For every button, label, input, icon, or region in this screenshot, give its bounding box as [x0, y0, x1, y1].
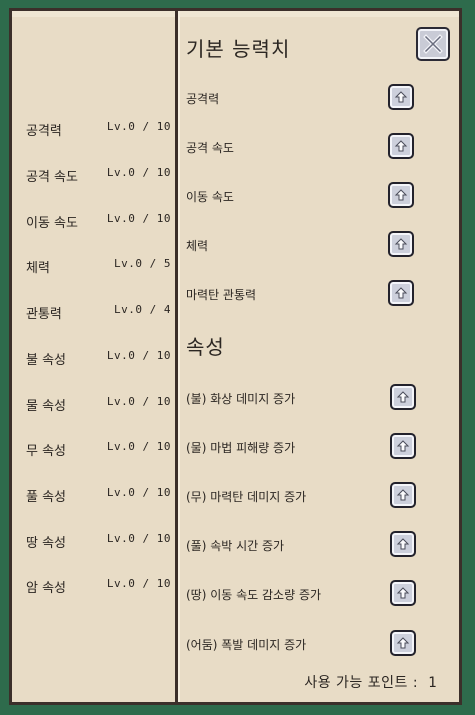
stat-level: Lv.0 / 10 [106, 486, 171, 499]
upgrade-button[interactable] [388, 182, 414, 208]
column-divider [175, 11, 178, 702]
stat-row-water: 물 속성 Lv.0 / 10 [12, 395, 175, 417]
upgrade-row-health: 체력 [186, 230, 456, 260]
stat-name: 이동 속도 [26, 216, 78, 231]
stat-level: Lv.0 / 10 [106, 440, 171, 453]
stat-name: 불 속성 [26, 353, 67, 368]
upgrade-label: 마력탄 관통력 [186, 288, 257, 302]
up-arrow-icon [396, 391, 410, 403]
up-arrow-icon [396, 440, 410, 452]
stat-name: 암 속성 [26, 581, 67, 596]
stat-level: Lv.0 / 10 [106, 120, 171, 133]
upgrade-label: 공격 속도 [186, 141, 234, 155]
upgrade-row-grass: (풀) 속박 시간 증가 [186, 530, 456, 560]
upgrade-row-water: (물) 마법 피해량 증가 [186, 432, 456, 462]
up-arrow-icon [394, 140, 408, 152]
stat-name: 관통력 [26, 307, 62, 322]
stat-row-health: 체력 Lv.0 / 5 [12, 257, 175, 279]
stat-name: 물 속성 [26, 399, 67, 414]
stats-panel: 공격력 Lv.0 / 10 공격 속도 Lv.0 / 10 이동 속도 Lv.0… [9, 8, 462, 705]
points-value: 1 [428, 675, 437, 691]
upgrade-label: 체력 [186, 239, 209, 253]
stat-row-attack: 공격력 Lv.0 / 10 [12, 120, 175, 142]
stat-row-dark: 암 속성 Lv.0 / 10 [12, 577, 175, 599]
upgrade-label: (불) 화상 데미지 증가 [186, 392, 296, 406]
stat-level: Lv.0 / 10 [106, 166, 171, 179]
upgrade-label: (어둠) 폭발 데미지 증가 [186, 638, 307, 652]
up-arrow-icon [396, 489, 410, 501]
upgrade-button[interactable] [390, 482, 416, 508]
upgrade-button[interactable] [390, 433, 416, 459]
stat-name: 공격력 [26, 124, 62, 139]
upgrade-row-penetration: 마력탄 관통력 [186, 279, 456, 309]
up-arrow-icon [396, 637, 410, 649]
up-arrow-icon [394, 91, 408, 103]
stat-name: 공격 속도 [26, 170, 78, 185]
stat-name: 풀 속성 [26, 490, 67, 505]
stat-name: 무 속성 [26, 444, 67, 459]
up-arrow-icon [396, 538, 410, 550]
upgrade-label: 이동 속도 [186, 190, 234, 204]
upgrade-button[interactable] [388, 280, 414, 306]
upgrade-button[interactable] [388, 231, 414, 257]
upgrade-button[interactable] [390, 531, 416, 557]
upgrade-label: (풀) 속박 시간 증가 [186, 539, 285, 553]
upgrade-row-move-speed: 이동 속도 [186, 181, 456, 211]
points-label: 사용 가능 포인트 : [304, 675, 419, 691]
upgrade-row-attack: 공격력 [186, 83, 456, 113]
upgrade-row-dark: (어둠) 폭발 데미지 증가 [186, 629, 456, 659]
up-arrow-icon [394, 189, 408, 201]
upgrade-button[interactable] [388, 84, 414, 110]
upgrade-label: (무) 마력탄 데미지 증가 [186, 490, 307, 504]
upgrade-label: (물) 마법 피해량 증가 [186, 441, 296, 455]
close-button[interactable] [416, 27, 450, 61]
stat-level: Lv.0 / 10 [106, 577, 171, 590]
stat-row-none: 무 속성 Lv.0 / 10 [12, 440, 175, 462]
upgrade-row-attack-speed: 공격 속도 [186, 132, 456, 162]
upgrade-button[interactable] [390, 630, 416, 656]
upgrade-button[interactable] [390, 580, 416, 606]
upgrade-row-earth: (땅) 이동 속도 감소량 증가 [186, 579, 456, 609]
up-arrow-icon [394, 287, 408, 299]
upgrade-row-none: (무) 마력탄 데미지 증가 [186, 481, 456, 511]
upgrade-row-fire: (불) 화상 데미지 증가 [186, 383, 456, 413]
stat-name: 체력 [26, 261, 50, 276]
upgrade-label: 공격력 [186, 92, 220, 106]
up-arrow-icon [396, 587, 410, 599]
stat-row-move-speed: 이동 속도 Lv.0 / 10 [12, 212, 175, 234]
stat-level: Lv.0 / 10 [106, 349, 171, 362]
stat-row-grass: 풀 속성 Lv.0 / 10 [12, 486, 175, 508]
stat-level: Lv.0 / 10 [106, 532, 171, 545]
attribute-title: 속성 [186, 335, 225, 359]
up-arrow-icon [394, 238, 408, 250]
stat-level: Lv.0 / 10 [106, 212, 171, 225]
stat-row-earth: 땅 속성 Lv.0 / 10 [12, 532, 175, 554]
basic-stats-title: 기본 능력치 [186, 37, 291, 61]
stat-row-attack-speed: 공격 속도 Lv.0 / 10 [12, 166, 175, 188]
stat-row-fire: 불 속성 Lv.0 / 10 [12, 349, 175, 371]
column-divider-highlight [178, 11, 180, 702]
upgrade-label: (땅) 이동 속도 감소량 증가 [186, 588, 322, 602]
stat-level: Lv.0 / 5 [114, 257, 171, 270]
upgrade-button[interactable] [388, 133, 414, 159]
stat-row-penetration: 관통력 Lv.0 / 4 [12, 303, 175, 325]
close-x-icon [423, 34, 443, 54]
stat-level: Lv.0 / 4 [114, 303, 171, 316]
upgrade-button[interactable] [390, 384, 416, 410]
stat-level: Lv.0 / 10 [106, 395, 171, 408]
available-points: 사용 가능 포인트 : 1 [304, 672, 437, 692]
stat-name: 땅 속성 [26, 536, 67, 551]
